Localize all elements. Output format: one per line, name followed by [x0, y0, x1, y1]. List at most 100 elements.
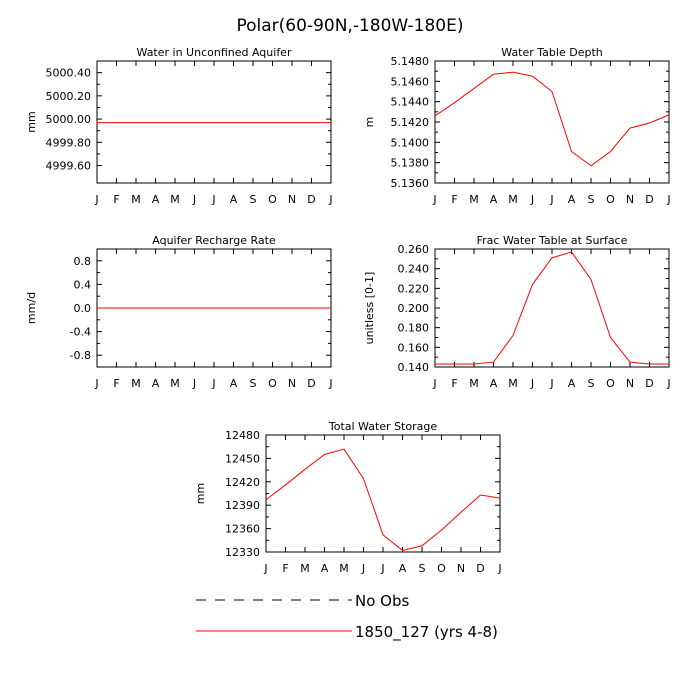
- x-tick-label: S: [588, 377, 595, 390]
- y-tick-label: 5.1360: [391, 177, 430, 190]
- y-axis-label: mm: [25, 111, 38, 132]
- legend-label-1850-127: 1850_127 (yrs 4-8): [355, 623, 498, 642]
- x-tick-label: S: [419, 562, 426, 575]
- x-tick-label: J: [549, 193, 553, 206]
- chart-title: Aquifer Recharge Rate: [152, 234, 276, 247]
- x-tick-label: D: [645, 193, 653, 206]
- x-tick-label: N: [288, 193, 296, 206]
- x-tick-label: D: [307, 377, 315, 390]
- y-tick-label: 5.1380: [391, 157, 430, 170]
- x-tick-label: A: [152, 377, 160, 390]
- x-tick-label: J: [549, 377, 553, 390]
- y-tick-label: 5.1440: [391, 96, 430, 109]
- x-tick-label: J: [666, 193, 670, 206]
- y-tick-label: 4999.60: [46, 160, 92, 173]
- x-tick-label: J: [192, 193, 196, 206]
- y-tick-label: 0.8: [74, 255, 92, 268]
- x-tick-label: J: [666, 377, 670, 390]
- x-tick-label: D: [307, 193, 315, 206]
- y-tick-label: 12390: [225, 499, 260, 512]
- y-tick-label: 12420: [225, 476, 260, 489]
- x-tick-label: J: [361, 562, 365, 575]
- x-tick-label: M: [300, 562, 310, 575]
- series-line: [265, 448, 501, 551]
- x-tick-label: N: [626, 377, 634, 390]
- x-tick-label: J: [263, 562, 267, 575]
- y-tick-label: 12360: [225, 523, 260, 536]
- x-tick-label: J: [530, 193, 534, 206]
- x-tick-label: J: [94, 377, 98, 390]
- x-tick-label: A: [230, 377, 238, 390]
- legend: No Obs 1850_127 (yrs 4-8): [196, 592, 498, 642]
- y-tick-label: 5000.40: [46, 67, 92, 80]
- y-tick-label: 12480: [225, 429, 260, 442]
- y-axis-label: mm/d: [25, 292, 38, 324]
- y-tick-label: 4999.80: [46, 136, 92, 149]
- x-tick-label: A: [399, 562, 407, 575]
- x-tick-label: A: [568, 193, 576, 206]
- series-line: [435, 251, 669, 365]
- y-tick-label: 0.240: [398, 263, 430, 276]
- y-tick-label: 0.4: [74, 278, 92, 291]
- x-tick-label: J: [432, 193, 436, 206]
- y-tick-label: 0.220: [398, 282, 430, 295]
- y-tick-label: 0.0: [74, 302, 92, 315]
- x-tick-label: F: [451, 193, 457, 206]
- x-tick-label: F: [113, 193, 119, 206]
- x-tick-label: M: [508, 377, 518, 390]
- x-tick-label: M: [131, 377, 141, 390]
- chart-title: Water Table Depth: [501, 46, 602, 59]
- x-tick-label: M: [339, 562, 349, 575]
- x-tick-label: D: [476, 562, 484, 575]
- y-tick-label: 5.1400: [391, 136, 430, 149]
- y-tick-label: 12330: [225, 546, 260, 559]
- chart-title: Water in Unconfined Aquifer: [137, 46, 292, 59]
- x-tick-label: J: [380, 562, 384, 575]
- y-tick-label: 12450: [225, 452, 260, 465]
- y-tick-label: 5.1480: [391, 55, 430, 68]
- y-tick-label: -0.8: [70, 349, 91, 362]
- x-tick-label: N: [457, 562, 465, 575]
- x-tick-label: S: [250, 193, 257, 206]
- y-axis-label: unitless [0-1]: [363, 272, 376, 345]
- series-line: [434, 71, 670, 167]
- x-tick-label: A: [230, 193, 238, 206]
- x-tick-label: A: [152, 193, 160, 206]
- x-tick-label: M: [469, 193, 479, 206]
- x-tick-label: A: [568, 377, 576, 390]
- x-tick-label: O: [606, 377, 615, 390]
- x-tick-label: M: [131, 193, 141, 206]
- y-tick-label: 5.1460: [391, 75, 430, 88]
- x-tick-label: N: [288, 377, 296, 390]
- x-tick-label: S: [250, 377, 257, 390]
- x-tick-label: D: [645, 377, 653, 390]
- x-tick-label: J: [497, 562, 501, 575]
- y-axis-label: mm: [194, 483, 207, 504]
- x-tick-label: S: [588, 193, 595, 206]
- y-tick-label: 0.180: [398, 322, 430, 335]
- y-tick-label: 0.160: [398, 341, 430, 354]
- x-tick-label: J: [94, 193, 98, 206]
- x-tick-label: M: [508, 193, 518, 206]
- chart-title: Frac Water Table at Surface: [477, 234, 628, 247]
- x-tick-label: M: [170, 377, 180, 390]
- x-tick-label: J: [192, 377, 196, 390]
- x-tick-label: F: [451, 377, 457, 390]
- y-tick-label: 0.140: [398, 361, 430, 374]
- x-tick-label: F: [282, 562, 288, 575]
- x-tick-label: O: [606, 193, 615, 206]
- x-tick-label: M: [170, 193, 180, 206]
- x-tick-label: A: [490, 377, 498, 390]
- y-tick-label: 0.260: [398, 243, 430, 256]
- x-tick-label: M: [469, 377, 479, 390]
- x-tick-label: J: [211, 193, 215, 206]
- x-tick-label: O: [268, 377, 277, 390]
- x-tick-label: O: [268, 193, 277, 206]
- legend-label-no-obs: No Obs: [355, 592, 409, 610]
